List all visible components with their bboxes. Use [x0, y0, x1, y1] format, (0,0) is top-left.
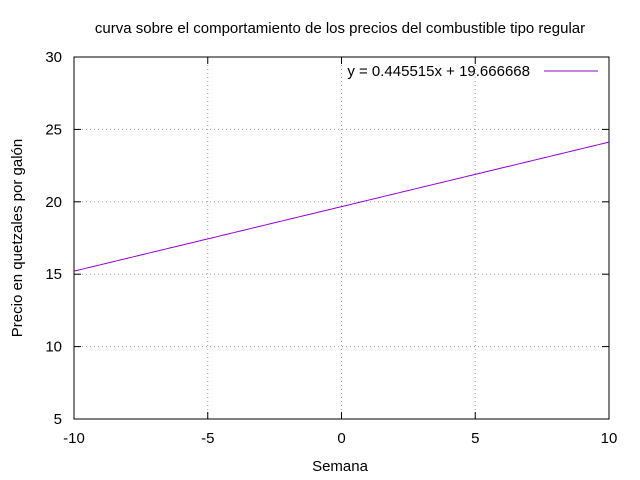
- chart-title: curva sobre el comportamiento de los pre…: [95, 20, 585, 37]
- y-tick-label: 5: [54, 411, 62, 428]
- grid: [74, 57, 609, 419]
- y-tick-label: 10: [45, 339, 62, 356]
- x-tick-label: 5: [471, 430, 479, 447]
- x-axis-label: Semana: [312, 458, 369, 475]
- x-tick-label: -5: [201, 430, 214, 447]
- y-tick-label: 20: [45, 194, 62, 211]
- y-tick-label: 30: [45, 49, 62, 66]
- x-tick-label: 0: [337, 430, 345, 447]
- y-tick-label: 15: [45, 266, 62, 283]
- x-tick-label: -10: [63, 430, 85, 447]
- legend-label: y = 0.445515x + 19.666668: [347, 63, 530, 80]
- y-tick-label: 25: [45, 121, 62, 138]
- series: [73, 141, 610, 272]
- ticks: -10 -5 0 5 10 5 10 15 20 25 30: [45, 49, 617, 447]
- x-tick-label: 10: [601, 430, 618, 447]
- legend: y = 0.445515x + 19.666668: [347, 63, 598, 80]
- y-axis-label: Precio en quetzales por galón: [9, 139, 26, 337]
- series-line: [73, 141, 610, 272]
